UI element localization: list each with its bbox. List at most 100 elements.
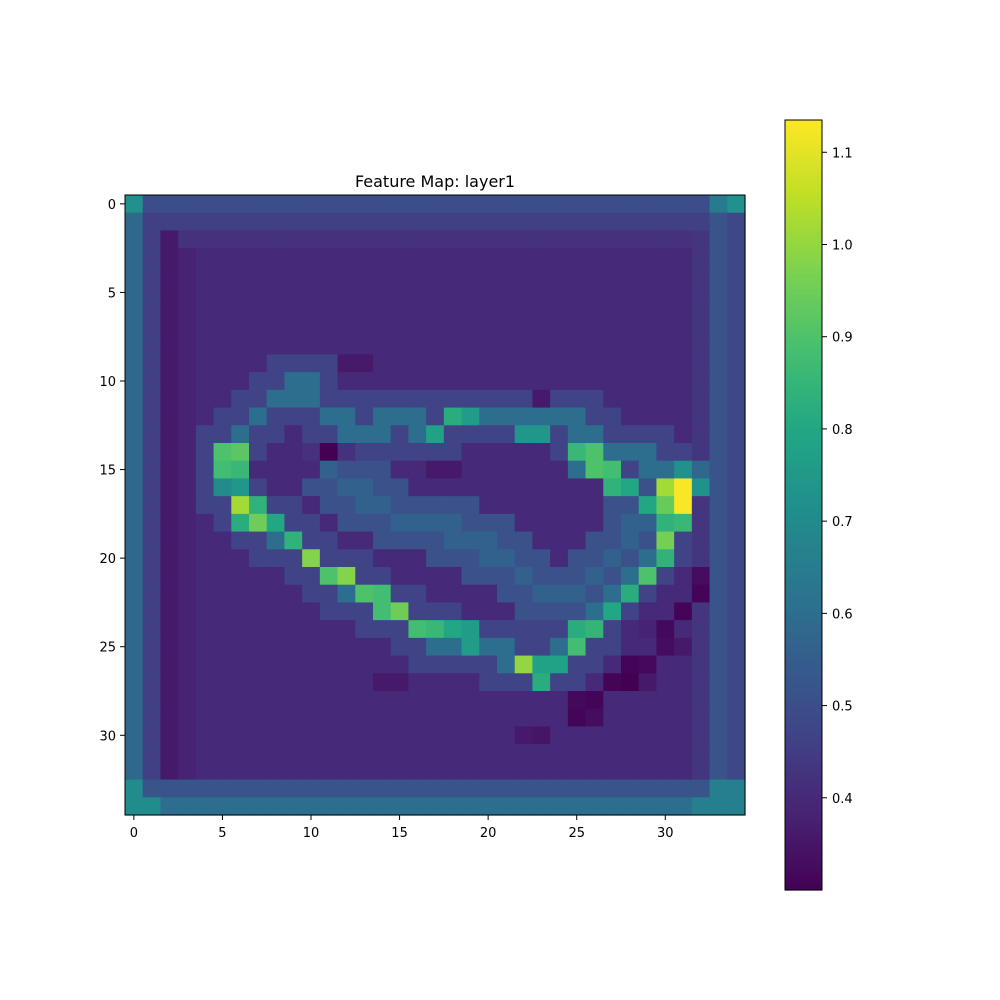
heatmap-cell bbox=[638, 372, 658, 391]
colorbar-band bbox=[785, 187, 822, 193]
heatmap-cell bbox=[195, 567, 215, 586]
heatmap-cell bbox=[337, 513, 356, 533]
colorbar-band bbox=[785, 654, 822, 660]
heatmap-cell bbox=[302, 620, 321, 639]
heatmap-cell bbox=[426, 584, 445, 604]
heatmap-cell bbox=[408, 354, 427, 373]
heatmap-cell bbox=[125, 443, 144, 462]
heatmap-cell bbox=[284, 354, 303, 373]
heatmap-cell bbox=[621, 496, 640, 515]
colorbar-band bbox=[785, 182, 822, 188]
heatmap-cell bbox=[249, 655, 268, 674]
heatmap-cell bbox=[373, 513, 392, 533]
heatmap-cell bbox=[727, 761, 746, 781]
colorbar-band bbox=[785, 707, 822, 713]
heatmap-cell bbox=[691, 354, 711, 373]
heatmap-cell bbox=[532, 389, 551, 409]
heatmap-cell bbox=[142, 744, 162, 763]
heatmap-cell bbox=[567, 549, 587, 568]
colorbar-band bbox=[785, 683, 822, 689]
heatmap-cell bbox=[585, 372, 604, 391]
heatmap-cell bbox=[674, 673, 693, 692]
heatmap-cell bbox=[691, 691, 711, 710]
heatmap-cell bbox=[443, 301, 463, 320]
chart-title: Feature Map: layer1 bbox=[355, 172, 515, 191]
heatmap-cell bbox=[532, 655, 551, 674]
heatmap-cell bbox=[125, 726, 144, 745]
colorbar-band bbox=[785, 346, 822, 352]
heatmap-cell bbox=[550, 620, 569, 639]
heatmap-cell bbox=[638, 797, 658, 816]
heatmap-cell bbox=[231, 230, 250, 249]
heatmap-cell bbox=[178, 708, 197, 728]
heatmap-cell bbox=[249, 425, 268, 444]
heatmap-cell bbox=[142, 584, 162, 604]
heatmap-cell bbox=[443, 230, 463, 249]
heatmap-cell bbox=[355, 744, 374, 763]
heatmap-cell bbox=[408, 513, 427, 533]
heatmap-cell bbox=[302, 319, 321, 338]
heatmap-cell bbox=[497, 673, 516, 692]
heatmap-cell bbox=[355, 673, 374, 692]
colorbar-band bbox=[785, 832, 822, 838]
heatmap-cell bbox=[603, 425, 622, 444]
heatmap-cell bbox=[195, 779, 215, 798]
colorbar-band bbox=[785, 432, 822, 439]
heatmap-cell bbox=[621, 389, 640, 409]
heatmap-cell bbox=[160, 726, 179, 745]
heatmap-cell bbox=[550, 319, 569, 338]
colorbar-band bbox=[785, 172, 822, 179]
heatmap-cell bbox=[674, 797, 693, 816]
heatmap-cell bbox=[213, 372, 232, 391]
heatmap-cell bbox=[674, 301, 693, 320]
heatmap-cell bbox=[373, 531, 392, 550]
heatmap-cell bbox=[160, 372, 179, 391]
heatmap-cell bbox=[390, 283, 410, 302]
heatmap-cell bbox=[709, 513, 728, 533]
heatmap-cell bbox=[319, 301, 339, 320]
heatmap-cell bbox=[302, 389, 321, 409]
heatmap-cell bbox=[585, 496, 604, 515]
heatmap-cell bbox=[284, 691, 303, 710]
heatmap-cell bbox=[160, 389, 179, 409]
heatmap-cell bbox=[656, 708, 675, 728]
heatmap-cell bbox=[408, 708, 427, 728]
heatmap-cell bbox=[603, 691, 622, 710]
heatmap-cell bbox=[426, 637, 445, 657]
heatmap-cell bbox=[302, 726, 321, 745]
heatmap-cell bbox=[638, 691, 658, 710]
x-tick-label: 15 bbox=[391, 826, 408, 841]
heatmap-cell bbox=[355, 354, 374, 373]
heatmap-cell bbox=[125, 567, 144, 586]
heatmap-cell bbox=[550, 726, 569, 745]
colorbar-band bbox=[785, 322, 822, 328]
heatmap-cell bbox=[390, 478, 410, 497]
colorbar-band bbox=[785, 413, 822, 419]
heatmap-cell bbox=[514, 389, 534, 409]
heatmap-cell bbox=[691, 726, 711, 745]
heatmap-cell bbox=[656, 212, 675, 232]
heatmap-cell bbox=[195, 230, 215, 249]
heatmap-cell bbox=[337, 531, 356, 550]
heatmap-cell bbox=[638, 460, 658, 480]
heatmap-cell bbox=[514, 319, 534, 338]
heatmap-cell bbox=[514, 779, 534, 798]
heatmap-cell bbox=[532, 620, 551, 639]
colorbar-band bbox=[785, 591, 822, 598]
heatmap-cell bbox=[709, 797, 728, 816]
heatmap-cell bbox=[231, 708, 250, 728]
heatmap-cell bbox=[532, 761, 551, 781]
heatmap-cell bbox=[319, 761, 339, 781]
heatmap-cell bbox=[674, 744, 693, 763]
heatmap-cell bbox=[195, 673, 215, 692]
colorbar-band bbox=[785, 249, 822, 256]
heatmap-cell bbox=[142, 496, 162, 515]
heatmap-cell bbox=[426, 531, 445, 550]
heatmap-cell bbox=[479, 584, 498, 604]
heatmap-cell bbox=[603, 407, 622, 426]
heatmap-cell bbox=[284, 637, 303, 657]
heatmap-cell bbox=[231, 319, 250, 338]
heatmap-cell bbox=[213, 637, 232, 657]
heatmap-cell bbox=[284, 443, 303, 462]
heatmap-cell bbox=[691, 620, 711, 639]
